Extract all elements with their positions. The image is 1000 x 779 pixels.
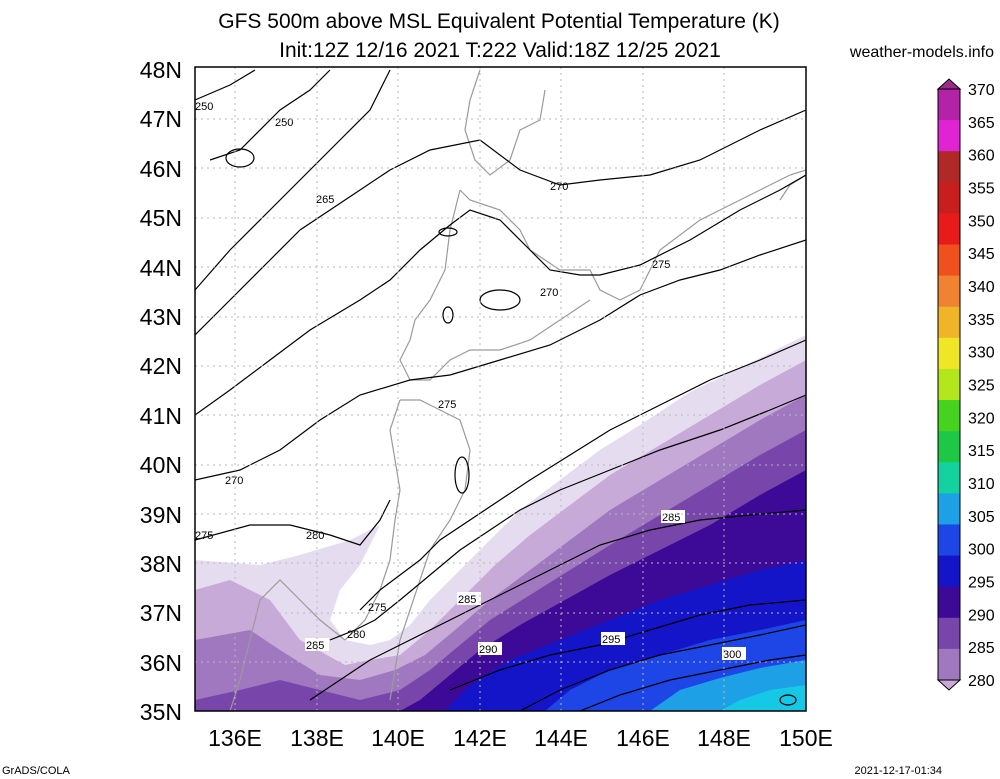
colorbar-label: 370: [968, 82, 995, 99]
colorbar-segment: [938, 431, 960, 463]
contour-lines: [195, 69, 806, 711]
colorbar-segment: [938, 586, 960, 619]
lon-label: 138E: [290, 725, 344, 751]
colorbar-segment: [938, 400, 960, 432]
contour-label: 275: [195, 530, 213, 542]
contour-label: 280: [347, 629, 365, 641]
contour-label: 275: [438, 399, 456, 411]
lon-label: 136E: [208, 725, 262, 751]
contour-label: 285: [662, 512, 680, 524]
colorbar-segment: [938, 493, 960, 525]
colorbar-segment: [938, 120, 960, 152]
colorbar-label: 350: [968, 213, 995, 230]
plot-frame: [194, 66, 807, 712]
colorbar-segment: [938, 337, 960, 370]
colorbar-label: 355: [968, 181, 995, 198]
contour-label: 275: [368, 602, 386, 614]
colorbar-cap-bottom: [936, 679, 962, 691]
lat-label: 38N: [140, 551, 182, 577]
lat-label: 45N: [140, 205, 182, 231]
colorbar-label: 290: [968, 607, 995, 624]
lon-label: 148E: [697, 725, 751, 751]
lat-axis: 48N 47N 46N 45N 44N 43N 42N 41N 40N 39N …: [140, 57, 182, 725]
contour-label: 290: [479, 644, 497, 656]
colorbar-label: 325: [968, 378, 995, 395]
lat-label: 43N: [140, 304, 182, 330]
colorbar-segment: [938, 182, 960, 214]
contour-label-group: 250 250 265 270 270 275 275 270 275 280 …: [195, 101, 670, 641]
lon-label: 144E: [534, 725, 588, 751]
contour-label: 285: [458, 594, 476, 606]
lon-label: 140E: [371, 725, 425, 751]
contour-label: 270: [225, 475, 243, 487]
colorbar-segment: [938, 275, 960, 308]
colorbar-label: 340: [968, 279, 995, 296]
colorbar-label: 330: [968, 345, 995, 362]
contour-label: 285: [306, 640, 324, 652]
contour-label: 295: [602, 634, 620, 646]
lon-axis: 136E 138E 140E 142E 144E 146E 148E 150E: [208, 725, 833, 751]
lon-label: 142E: [453, 725, 507, 751]
colorbar-label: 305: [968, 509, 995, 526]
colorbar-label: 280: [968, 673, 995, 690]
colorbar-segment: [938, 648, 960, 681]
lat-label: 46N: [140, 156, 182, 182]
footer-credit: GrADS/COLA: [2, 765, 70, 777]
colorbar-segment: [938, 368, 960, 401]
colorbar-cap-top: [936, 78, 962, 90]
boxed-contour-labels: 285 285 285 290 295 300: [305, 510, 746, 661]
shaded-field: [195, 335, 806, 711]
contour-label: 280: [306, 530, 324, 542]
colorbar-segment: [938, 306, 960, 339]
colorbar-label: 300: [968, 542, 995, 559]
colorbar-label: 285: [968, 640, 995, 657]
lat-label: 37N: [140, 600, 182, 626]
lat-label: 41N: [140, 403, 182, 429]
colorbar: 370 365 360 355 350 345 340 335 330 325 320 315 310 3…: [936, 78, 995, 691]
colorbar-segment: [938, 151, 960, 183]
colorbar-segment: [938, 555, 960, 588]
lon-label: 146E: [616, 725, 670, 751]
colorbar-segment: [938, 462, 960, 494]
colorbar-segment: [938, 89, 960, 121]
footer-timestamp: 2021-12-17-01:34: [854, 765, 942, 777]
contour-label: 265: [316, 194, 334, 206]
colorbar-label: 365: [968, 115, 995, 132]
contour-label: 270: [540, 287, 558, 299]
contour-label: 275: [652, 259, 670, 271]
lat-label: 36N: [140, 650, 182, 676]
lat-label: 48N: [140, 57, 182, 83]
map-subtitle: Init:12Z 12/16 2021 T:222 Valid:18Z 12/2…: [279, 39, 721, 62]
colorbar-segment: [938, 617, 960, 650]
site-credit: weather-models.info: [849, 44, 994, 61]
lat-label: 39N: [140, 502, 182, 528]
lon-label: 150E: [779, 725, 833, 751]
lat-label: 35N: [140, 699, 182, 725]
lat-label: 47N: [140, 106, 182, 132]
colorbar-segment: [938, 524, 960, 557]
colorbar-label: 320: [968, 410, 995, 427]
colorbar-label: 310: [968, 476, 995, 493]
contour-label: 250: [195, 101, 213, 113]
colorbar-label: 360: [968, 148, 995, 165]
contour-label: 250: [275, 117, 293, 129]
colorbar-label: 295: [968, 575, 995, 592]
colorbar-label: 315: [968, 443, 995, 460]
contour-label: 270: [550, 181, 568, 193]
lat-label: 42N: [140, 353, 182, 379]
colorbar-segment: [938, 213, 960, 246]
lat-label: 44N: [140, 255, 182, 281]
colorbar-label: 335: [968, 312, 995, 329]
colorbar-label: 345: [968, 246, 995, 263]
map-title: GFS 500m above MSL Equivalent Potential …: [218, 10, 780, 33]
lat-label: 40N: [140, 452, 182, 478]
coastlines: [229, 69, 806, 711]
colorbar-segment: [938, 244, 960, 277]
contour-label: 300: [723, 649, 741, 661]
